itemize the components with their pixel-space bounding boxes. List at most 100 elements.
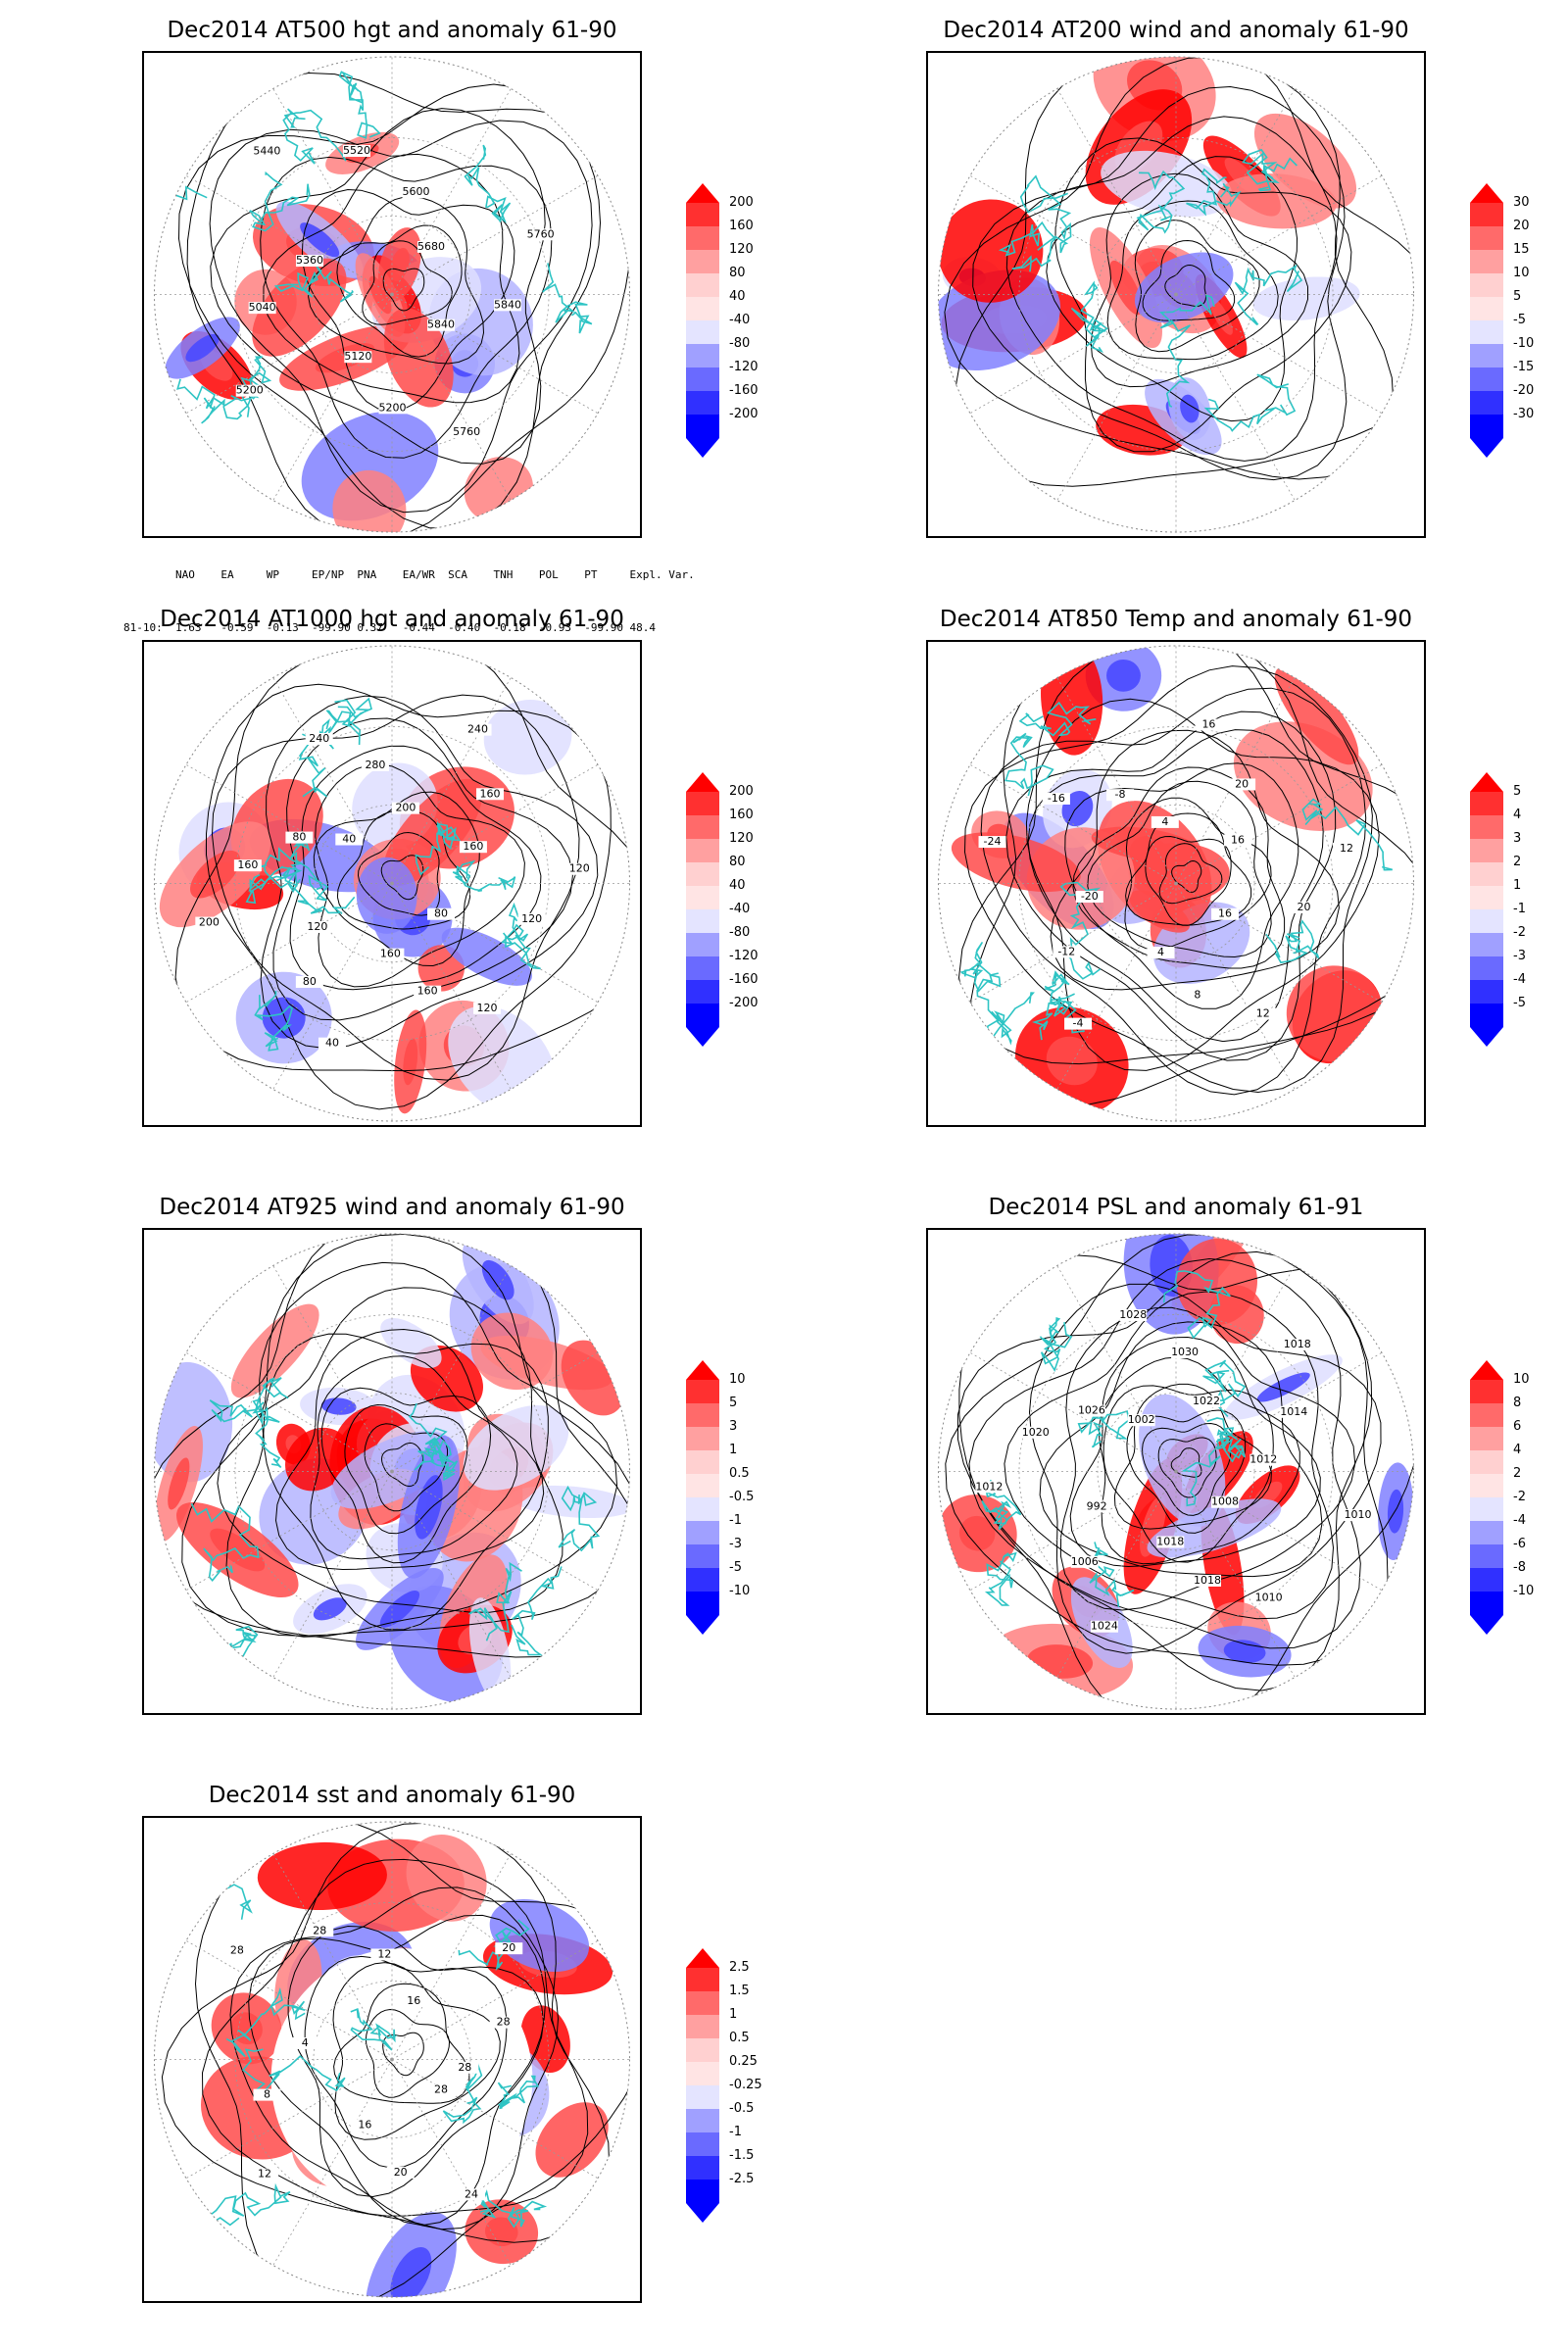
contour-label: 1026 xyxy=(1078,1404,1105,1417)
colorbar-swatch xyxy=(1470,1474,1503,1497)
colorbar-tick-label: -2 xyxy=(1513,925,1526,940)
contour-label: 5040 xyxy=(249,301,276,314)
contour-label-group: 80 120 160 160 40 80 120 200 160 80 40 240 280 200 240… xyxy=(195,723,594,1050)
colorbar-swatch xyxy=(686,1403,719,1427)
colorbar-tick-label: 3 xyxy=(1513,831,1522,846)
polar-map: 5840 5760 5200 5120 5200 5040 5360 5440 5520 5600… xyxy=(154,56,630,533)
colorbar-tick-label: -120 xyxy=(729,949,759,963)
colorbar-top-arrow xyxy=(686,772,719,792)
colorbar-swatch xyxy=(686,250,719,273)
contour-label: 5840 xyxy=(494,298,521,311)
contour-label: 160 xyxy=(417,985,438,998)
colorbar-tick-label: -10 xyxy=(1513,336,1535,351)
map-frame: 80 120 160 160 40 80 120 200 160 80 40 240 280 200 240… xyxy=(142,640,642,1127)
panel-title: Dec2014 sst and anomaly 61-90 xyxy=(208,1783,576,1808)
colorbar-swatch xyxy=(1470,1568,1503,1592)
colorbar-tick-label: -3 xyxy=(729,1537,742,1551)
colorbar-swatch xyxy=(686,297,719,320)
colorbar-tick-label: 1 xyxy=(729,1443,738,1457)
colorbar-swatch xyxy=(686,862,719,886)
colorbar-swatch xyxy=(686,2180,719,2203)
colorbar-swatch xyxy=(686,2156,719,2180)
polar-map: 16 12 8 4 -4 -12 -20 -24 -16 -8 4 16 20 16 12 20 xyxy=(938,645,1414,1122)
graticule xyxy=(938,57,1414,532)
indices-header-row: NAO EA WP EP/NP PNA EA/WR SCA TNH POL PT… xyxy=(123,568,695,581)
contour-label: 5200 xyxy=(378,401,406,414)
colorbar-swatch xyxy=(1470,909,1503,933)
colorbar-tick-label: -1.5 xyxy=(729,2148,755,2163)
colorbar-tick-label: 5 xyxy=(729,1396,738,1410)
colorbar-swatch xyxy=(1470,1497,1503,1521)
graticule xyxy=(938,1234,1414,1709)
contour-label: 4 xyxy=(1157,946,1164,958)
colorbar-top-arrow xyxy=(686,183,719,203)
contour-label: 1018 xyxy=(1156,1535,1184,1547)
colorbar-swatch xyxy=(1470,1592,1503,1615)
coastlines xyxy=(154,71,593,424)
colorbar-tick-label: 1.5 xyxy=(729,1984,750,1998)
colorbar-swatch xyxy=(1470,980,1503,1004)
contour-label-group: 16 12 8 4 -4 -12 -20 -24 -16 -8 4 16 20 16 12 20 xyxy=(978,718,1360,1030)
contour-label: -12 xyxy=(1057,945,1075,957)
contour-label: 28 xyxy=(497,2016,511,2029)
anomaly-shading xyxy=(154,1822,630,2297)
panel-title: Dec2014 AT200 wind and anomaly 61-90 xyxy=(943,18,1409,43)
map-frame: 16 12 8 4 -4 -12 -20 -24 -16 -8 4 16 20 16 12 20 xyxy=(926,640,1426,1127)
contour-label: 120 xyxy=(477,1002,498,1014)
colorbar-tick-label: 40 xyxy=(729,289,746,304)
colorbar-tick-label: -2.5 xyxy=(729,2172,755,2186)
colorbar-swatch xyxy=(1470,792,1503,815)
colorbar-swatch xyxy=(686,2015,719,2038)
contour-label: 1002 xyxy=(1128,1413,1155,1426)
graticule xyxy=(154,646,630,1121)
colorbar-tick-label: 8 xyxy=(1513,1396,1522,1410)
colorbar-swatch xyxy=(686,226,719,250)
colorbar-swatch xyxy=(1470,203,1503,226)
colorbar-tick-label: 80 xyxy=(729,855,746,869)
polar-map xyxy=(154,1233,630,1710)
colorbar-tick-label: 80 xyxy=(729,266,746,280)
contour-label: 16 xyxy=(1201,718,1215,731)
colorbar-top-arrow xyxy=(1470,183,1503,203)
colorbar-tick-label: 10 xyxy=(1513,266,1530,280)
colorbar-tick-label: 2 xyxy=(1513,1466,1522,1481)
contour-label: 1008 xyxy=(1211,1495,1239,1508)
contour-lines xyxy=(957,646,1414,1106)
colorbar-swatch xyxy=(686,1991,719,2015)
contour-label: 20 xyxy=(502,1941,515,1954)
colorbar-swatch xyxy=(686,203,719,226)
polar-map xyxy=(938,56,1414,533)
anomaly-shading xyxy=(938,646,1414,1121)
contour-lines xyxy=(161,1822,630,2297)
colorbar-top-arrow xyxy=(1470,1360,1503,1380)
colorbar-tick-label: -200 xyxy=(729,407,759,421)
map-frame: 28 24 20 16 12 8 4 28 28 12 16 20 28 28 xyxy=(142,1816,642,2303)
contour-label: 28 xyxy=(313,1924,326,1936)
colorbar-tick-label: -0.5 xyxy=(729,1490,755,1504)
colorbar-swatch xyxy=(1470,815,1503,839)
contour-label: 80 xyxy=(292,831,306,844)
contour-label: 28 xyxy=(434,2083,448,2096)
colorbar-tick-label: 20 xyxy=(1513,219,1530,233)
contour-label: 1012 xyxy=(1250,1453,1277,1466)
colorbar-swatch xyxy=(686,909,719,933)
contour-label: 1028 xyxy=(1119,1308,1147,1321)
colorbar-swatch xyxy=(686,320,719,344)
colorbar-tick-label: -4 xyxy=(1513,972,1526,987)
contour-label: 1022 xyxy=(1193,1395,1220,1407)
contour-label: 5120 xyxy=(344,350,371,363)
contour-label: 1030 xyxy=(1171,1346,1199,1358)
panel-title: Dec2014 AT850 Temp and anomaly 61-90 xyxy=(939,607,1413,632)
colorbar-swatch xyxy=(686,415,719,438)
contour-label: 20 xyxy=(1298,901,1311,913)
colorbar-swatch xyxy=(686,1592,719,1615)
colorbar-tick-label: -8 xyxy=(1513,1560,1526,1575)
graticule xyxy=(154,57,630,532)
contour-label: -16 xyxy=(1048,792,1065,805)
colorbar-swatch xyxy=(686,1568,719,1592)
contour-label: 4 xyxy=(1161,815,1168,828)
contour-lines xyxy=(944,57,1414,487)
colorbar-tick-label: 4 xyxy=(1513,1443,1522,1457)
colorbar-swatch xyxy=(686,1474,719,1497)
coastlines xyxy=(190,1377,601,1667)
